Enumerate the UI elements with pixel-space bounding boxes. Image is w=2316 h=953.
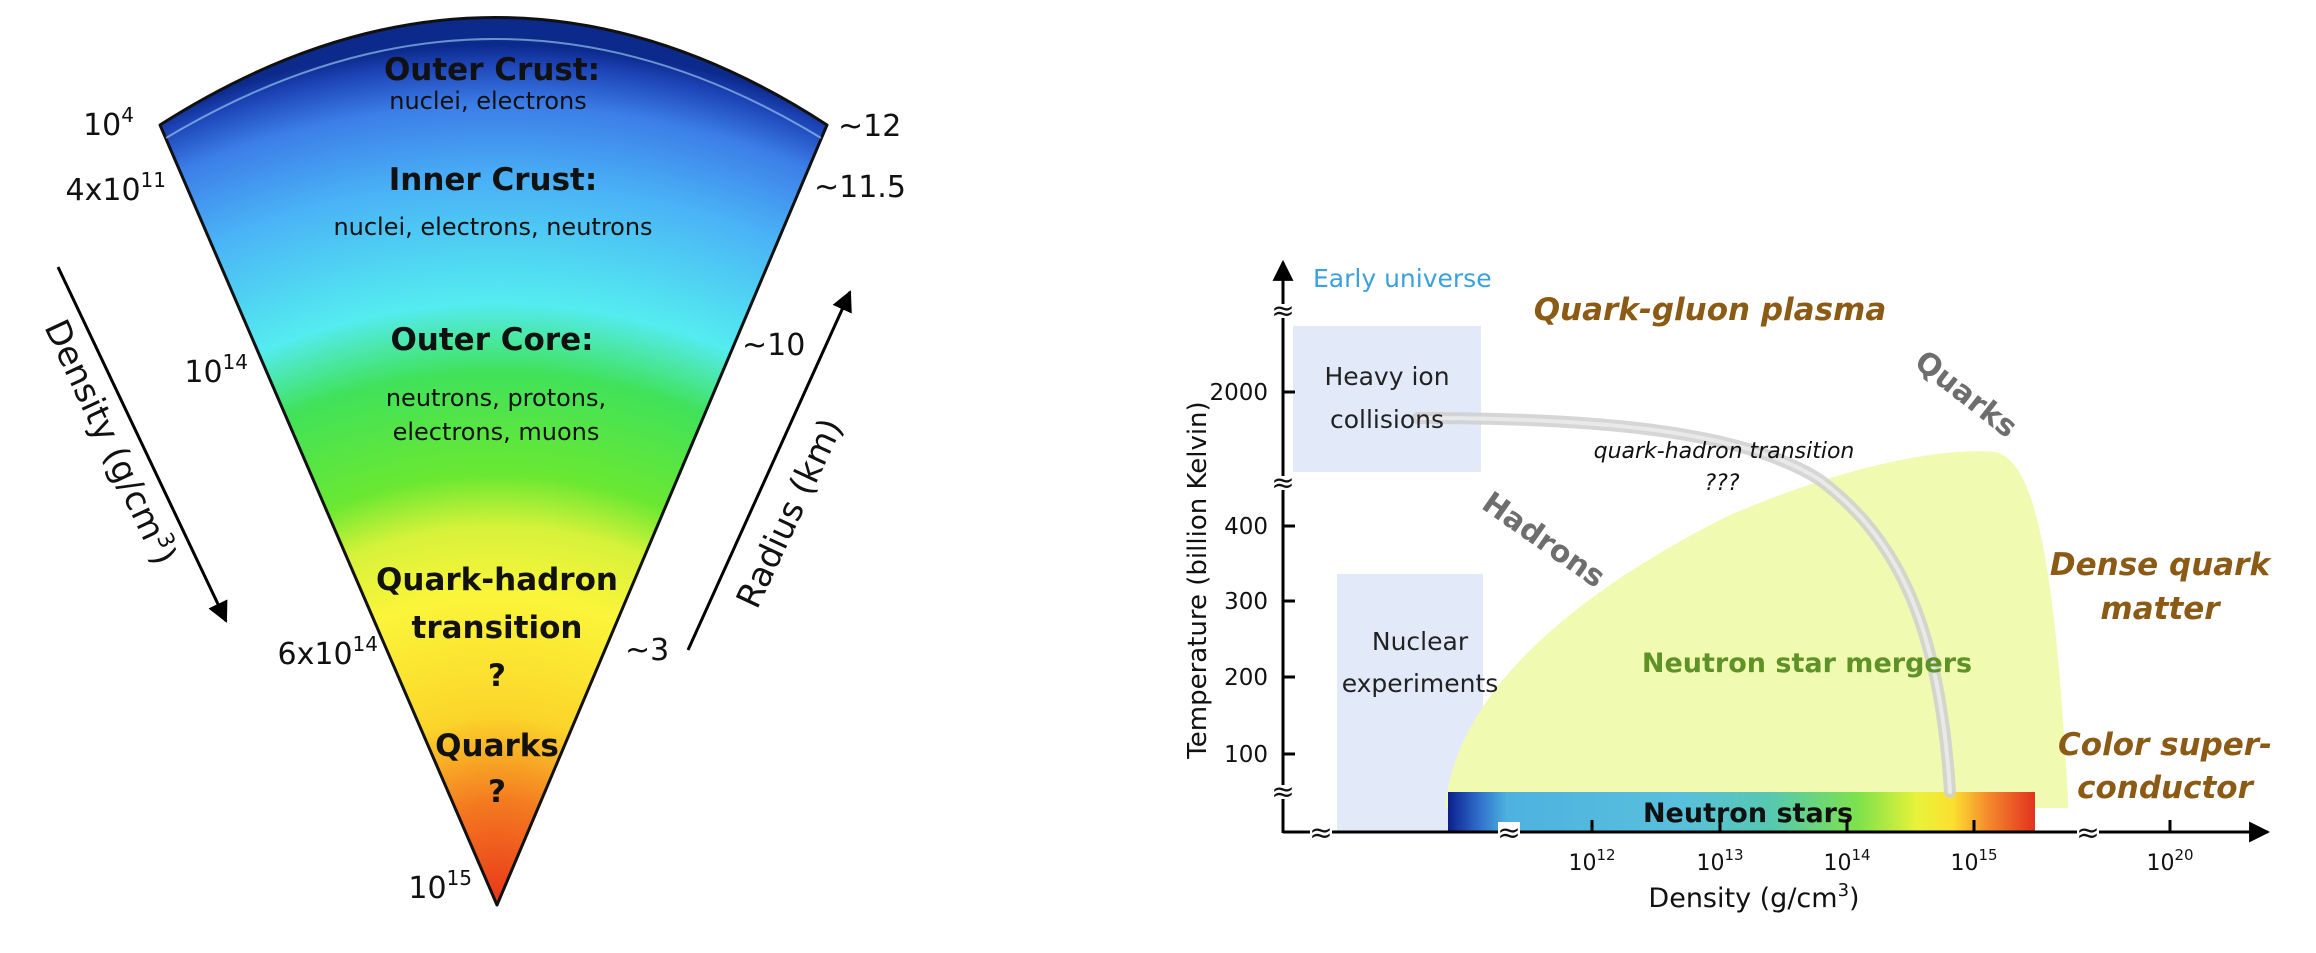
heavy-ion-label-1: Heavy ion xyxy=(1324,362,1449,391)
axis-break-mark: ≈ xyxy=(1271,294,1294,327)
outer-crust-title: Outer Crust: xyxy=(384,52,600,88)
radius-label: ~10 xyxy=(742,328,805,363)
density-axis-label: Density (g/cm3) xyxy=(36,313,185,571)
x-tick-label: 1020 xyxy=(2146,846,2193,876)
experiment-boxes xyxy=(1293,326,1483,832)
axis-breaks: ≈ ≈ ≈ ≈ ≈ ≈ xyxy=(1271,294,2099,849)
phase-axes xyxy=(1271,259,2271,843)
x-tick-label: 1013 xyxy=(1696,846,1743,876)
axis-break-mark: ≈ xyxy=(2076,816,2099,849)
radius-arrow xyxy=(686,290,852,651)
y-axis-title: Temperature (billion Kelvin) xyxy=(1183,401,1213,759)
radius-labels: ~12 ~11.5 ~10 ~3 xyxy=(625,109,906,668)
inner-crust-desc: nuclei, electrons, neutrons xyxy=(333,213,652,241)
layer-labels: Outer Crust: nuclei, electrons Inner Cru… xyxy=(333,52,652,810)
x-tick-labels: 1012 1013 1014 1015 1020 xyxy=(1568,846,2193,876)
axis-break-mark: ≈ xyxy=(1271,775,1294,808)
outer-core-title: Outer Core: xyxy=(390,322,593,358)
qgp-label: Quark-gluon plasma xyxy=(1534,292,1887,328)
density-arrow xyxy=(56,266,228,623)
x-tick-label: 1012 xyxy=(1568,846,1615,876)
quarks-phase-label: Quarks xyxy=(1908,344,2024,445)
x-tick-label: 1014 xyxy=(1823,846,1870,876)
neutron-stars-bar xyxy=(1448,792,2035,832)
neutron-stars-label: Neutron stars xyxy=(1643,798,1853,829)
heavy-ion-label-2: collisions xyxy=(1330,405,1444,434)
quarks-core-question: ? xyxy=(488,774,506,810)
color-sc-label-2: conductor xyxy=(2077,770,2254,806)
star-wedge xyxy=(158,16,829,907)
y-tick-label: 100 xyxy=(1224,742,1268,768)
density-label: 4x1011 xyxy=(66,168,166,208)
y-tick-labels: 2000 400 300 200 100 xyxy=(1209,380,1268,768)
y-tick-label: 400 xyxy=(1224,514,1268,540)
outer-core-desc-1: neutrons, protons, xyxy=(386,384,606,412)
hadrons-phase-label: Hadrons xyxy=(1475,485,1611,595)
transition-label-2: ??? xyxy=(1704,471,1739,496)
axis-break-mark: ≈ xyxy=(1497,816,1520,849)
axis-break-mark: ≈ xyxy=(1309,816,1332,849)
outer-core-desc-2: electrons, muons xyxy=(393,418,600,446)
radius-axis-label: Radius (km) xyxy=(729,412,852,614)
inner-crust-title: Inner Crust: xyxy=(389,162,598,198)
quarks-core-label: Quarks xyxy=(435,728,559,764)
density-label: 1015 xyxy=(408,866,472,906)
density-label: 1014 xyxy=(184,350,248,390)
x-tick-label: 1015 xyxy=(1950,846,1997,876)
color-sc-label-1: Color super- xyxy=(2058,727,2272,763)
nuclear-label-1: Nuclear xyxy=(1372,627,1469,656)
transition-label-3: ? xyxy=(488,658,506,694)
y-tick-label: 2000 xyxy=(1209,380,1268,406)
radius-label: ~11.5 xyxy=(814,170,906,205)
radius-label: ~3 xyxy=(625,633,669,668)
dense-matter-label-2: matter xyxy=(2100,591,2221,627)
transition-label-1: Quark-hadron xyxy=(376,562,618,598)
x-ticks xyxy=(1590,820,2172,832)
early-universe-label: Early universe xyxy=(1313,264,1492,293)
x-axis-title: Density (g/cm3) xyxy=(1648,880,1859,914)
mergers-label: Neutron star mergers xyxy=(1642,648,1972,679)
density-label: 104 xyxy=(83,103,134,143)
transition-label-2: transition xyxy=(412,610,583,646)
neutron-star-merger-region xyxy=(1445,451,2068,808)
axis-break-mark: ≈ xyxy=(1271,466,1294,499)
transition-label-1: quark-hadron transition xyxy=(1594,439,1855,464)
y-tick-label: 300 xyxy=(1224,589,1268,615)
outer-crust-desc: nuclei, electrons xyxy=(389,87,587,115)
nuclear-label-2: experiments xyxy=(1342,669,1499,698)
dense-matter-label-1: Dense quark xyxy=(2050,547,2273,583)
density-label: 6x1014 xyxy=(278,632,378,672)
y-tick-label: 200 xyxy=(1224,665,1268,691)
density-labels: 104 4x1011 1014 6x1014 1015 xyxy=(66,103,472,906)
heavy-ion-box xyxy=(1293,326,1481,472)
radius-label: ~12 xyxy=(838,109,901,144)
y-ticks xyxy=(1283,390,1295,756)
